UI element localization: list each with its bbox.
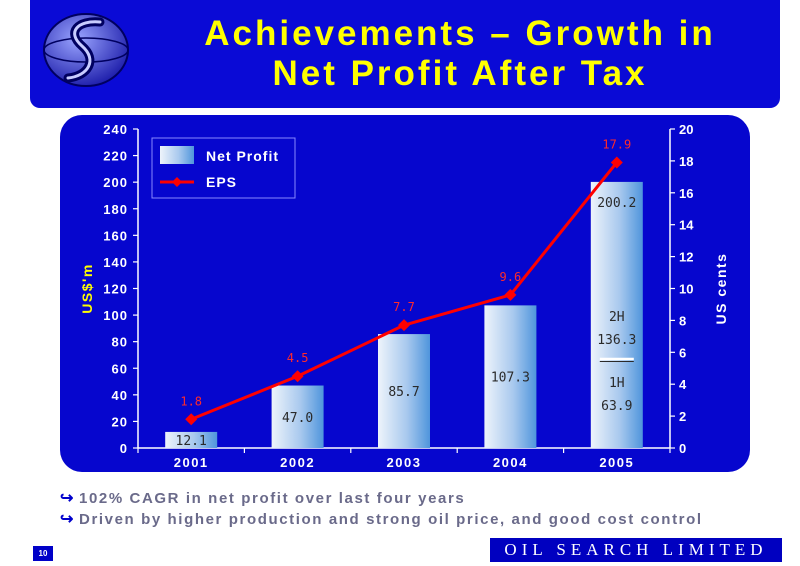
y2-tick-label: 0 <box>679 441 686 456</box>
y-tick-label: 240 <box>103 122 128 137</box>
bullet-item: ↪ 102% CAGR in net profit over last four … <box>60 488 703 509</box>
company-logotype: OIL SEARCH LIMITED <box>490 538 782 562</box>
x-tick-label: 2005 <box>599 455 634 470</box>
y-tick-label: 220 <box>103 149 128 164</box>
x-tick-label: 2001 <box>174 455 209 470</box>
legend-net-profit-label: Net Profit <box>206 148 279 164</box>
y-tick-label: 80 <box>112 335 128 350</box>
y2-tick-label: 18 <box>679 154 693 169</box>
x-tick-label: 2002 <box>280 455 315 470</box>
eps-value-label: 1.8 <box>180 394 202 408</box>
net-profit-bar <box>484 305 537 448</box>
y-tick-label: 20 <box>112 414 128 429</box>
y-tick-label: 120 <box>103 282 128 297</box>
y-axis-title: US$'m <box>79 263 95 314</box>
net-profit-value-label: 12.1 <box>176 434 207 449</box>
eps-point <box>398 319 410 332</box>
x-tick-label: 2004 <box>493 455 528 470</box>
bullet-item: ↪ Driven by higher production and strong … <box>60 509 703 530</box>
split-1h-value: 63.9 <box>601 399 632 414</box>
eps-point <box>291 370 304 383</box>
right-hook-arrow-icon: ↪ <box>60 490 76 507</box>
net-profit-bar <box>590 181 643 449</box>
title-line-1: Achievements – Growth in <box>204 14 716 53</box>
split-2h-value: 136.3 <box>597 333 636 348</box>
y2-tick-label: 16 <box>679 186 693 201</box>
legend-eps-swatch-marker <box>172 177 182 187</box>
y2-tick-label: 2 <box>679 409 686 424</box>
net-profit-value-label: 85.7 <box>388 385 419 400</box>
eps-point <box>610 156 623 169</box>
net-profit-value-label: 107.3 <box>491 371 530 386</box>
net-profit-bar <box>378 334 430 448</box>
bullet-text: 102% CAGR in net profit over last four y… <box>79 490 466 507</box>
title-line-2: Net Profit After Tax <box>272 54 648 93</box>
y2-tick-label: 4 <box>679 377 687 392</box>
y2-tick-label: 10 <box>679 282 693 297</box>
y-tick-label: 140 <box>103 255 128 270</box>
split-1h-label: 1H <box>609 376 625 391</box>
right-hook-arrow-icon: ↪ <box>60 511 76 528</box>
bullet-list: ↪ 102% CAGR in net profit over last four … <box>60 488 703 530</box>
y2-tick-label: 12 <box>679 250 693 265</box>
split-2h-label: 2H <box>609 310 625 325</box>
eps-value-label: 4.5 <box>287 351 309 365</box>
eps-value-label: 17.9 <box>602 137 631 151</box>
y-tick-label: 200 <box>103 175 128 190</box>
eps-value-label: 9.6 <box>500 270 522 284</box>
page-title: Achievements – Growth in Net Profit Afte… <box>150 14 770 94</box>
legend-eps-label: EPS <box>206 174 237 190</box>
eps-value-label: 7.7 <box>393 300 415 314</box>
page-number: 10 <box>33 546 53 561</box>
y-tick-label: 100 <box>103 308 128 323</box>
y-tick-label: 60 <box>112 361 128 376</box>
y2-tick-label: 14 <box>679 218 694 233</box>
title-banner <box>30 0 780 108</box>
net-profit-value-label: 47.0 <box>282 411 313 426</box>
y-tick-label: 180 <box>103 202 128 217</box>
y-tick-label: 0 <box>120 441 128 456</box>
eps-point <box>504 288 517 301</box>
y-tick-label: 160 <box>103 228 128 243</box>
net-profit-value-label: 200.2 <box>597 196 636 211</box>
y2-tick-label: 8 <box>679 313 686 328</box>
y2-tick-label: 20 <box>679 122 693 137</box>
net-profit-bar <box>271 385 324 448</box>
oil-search-globe-icon <box>43 13 129 87</box>
x-tick-label: 2003 <box>387 455 422 470</box>
y2-axis-title: US cents <box>713 253 729 325</box>
legend-net-profit-swatch <box>160 146 194 164</box>
y-tick-label: 40 <box>112 388 128 403</box>
bullet-text: Driven by higher production and strong o… <box>79 511 703 528</box>
net-profit-bar <box>165 431 218 448</box>
y2-tick-label: 6 <box>679 345 686 360</box>
eps-point <box>185 413 198 426</box>
